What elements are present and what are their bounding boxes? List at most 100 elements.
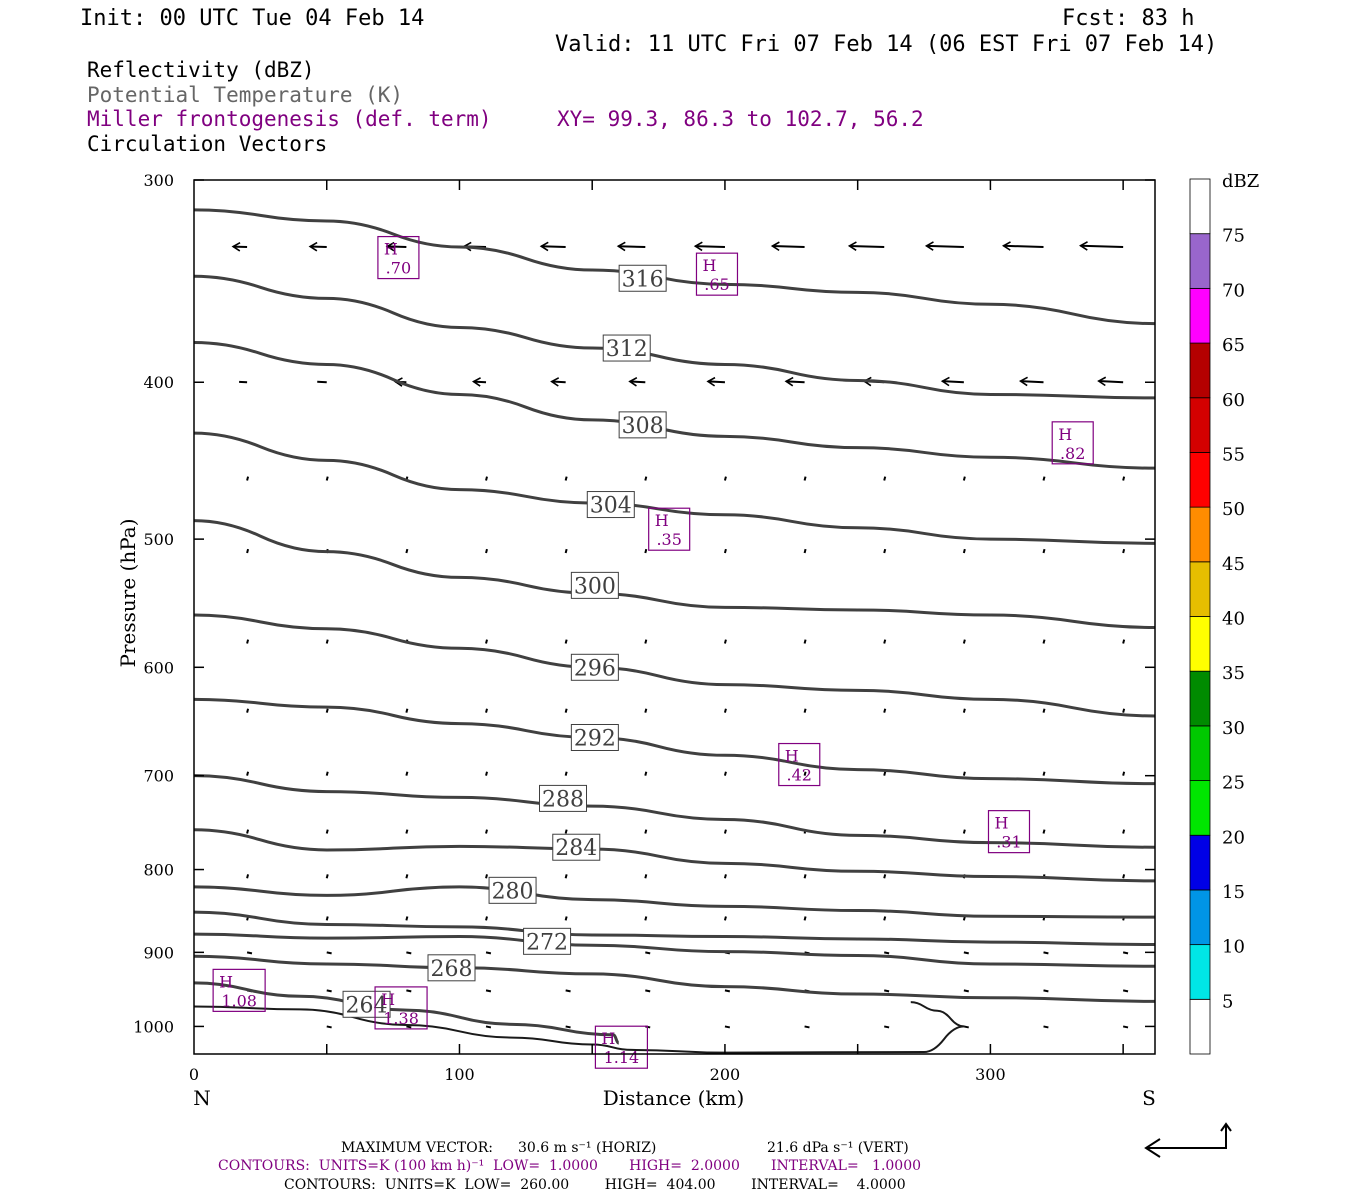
contours-frontogenesis-info: CONTOURS: UNITS=K (100 km h)⁻¹ LOW= 1.00…: [218, 1158, 922, 1174]
circulation-vector: [405, 771, 409, 776]
circulation-vector: [803, 708, 807, 713]
plot-background: [194, 180, 1155, 1054]
colorbar-label: 55: [1222, 444, 1245, 465]
colorbar-swatch: [1189, 889, 1211, 946]
circulation-vector: [1042, 639, 1046, 644]
circulation-vector: [1122, 476, 1126, 481]
frontogenesis-max-value: .82: [1060, 444, 1085, 463]
init-time: Init: 00 UTC Tue 04 Feb 14: [80, 6, 425, 31]
max-vector-vertical: 21.6 dPa s⁻¹ (VERT): [767, 1140, 909, 1156]
colorbar-swatch: [1189, 506, 1211, 563]
circulation-vector-head: [231, 241, 241, 252]
circulation-vector: [564, 829, 568, 834]
circulation-vector: [629, 380, 646, 384]
circulation-vector: [645, 951, 651, 955]
y-axis-label: Pressure (hPa): [116, 519, 140, 668]
x-axis-label: Distance (km): [603, 1086, 745, 1110]
contour-label-box: [342, 990, 391, 1018]
circulation-vector: [962, 639, 966, 644]
colorbar-swatch: [1189, 561, 1211, 617]
contour-label: 288: [542, 787, 584, 812]
y-tick-label: 300: [143, 171, 174, 190]
circulation-vector: [1003, 244, 1044, 249]
colorbar-label: 10: [1222, 937, 1245, 958]
circulation-vector-head: [539, 241, 549, 252]
cross-section-endpoints: XY= 99.3, 86.3 to 102.7, 56.2: [557, 107, 924, 131]
circulation-vector: [707, 380, 725, 384]
circulation-vector: [405, 708, 409, 713]
colorbar-swatch: [1189, 725, 1211, 781]
colorbar-label: 35: [1222, 663, 1245, 684]
circulation-vector: [723, 916, 727, 921]
frontogenesis-max-value: .65: [704, 275, 729, 294]
circulation-vector: [405, 829, 409, 834]
circulation-vector: [1122, 548, 1126, 554]
circulation-vector-head: [706, 376, 716, 387]
circulation-vector: [246, 874, 250, 879]
colorbar-label: 60: [1222, 390, 1245, 411]
circulation-vector: [1122, 639, 1126, 644]
circulation-vector: [246, 548, 250, 554]
circulation-vector: [1042, 476, 1046, 481]
circulation-vector: [485, 1025, 492, 1029]
circulation-vector: [883, 548, 887, 554]
frontogenesis-max-label: H: [1058, 425, 1072, 444]
colorbar-label: 65: [1222, 335, 1245, 356]
contour-label: 304: [590, 494, 632, 519]
contour-label: 316: [622, 267, 664, 292]
circulation-vector: [1122, 874, 1126, 879]
circulation-vector: [644, 874, 648, 879]
y-tick-label: 600: [143, 658, 174, 677]
forecast-hour: Fcst: 83 h: [1062, 6, 1195, 31]
circulation-vector: [1122, 771, 1126, 776]
contour-label-box: [427, 954, 476, 982]
frontogenesis-max-label: H: [601, 1029, 615, 1048]
max-vector-horizontal: 30.6 m s⁻¹ (HORIZ): [518, 1140, 657, 1156]
circulation-vector: [803, 874, 807, 879]
circulation-vector: [325, 708, 329, 713]
circulation-vector-head: [847, 241, 857, 251]
circulation-vector-head: [308, 241, 318, 252]
contour-label-box: [539, 784, 588, 812]
circulation-vector: [246, 829, 250, 834]
circulation-vector: [884, 951, 890, 955]
colorbar-label: 40: [1222, 609, 1245, 630]
circulation-vector-head: [471, 377, 481, 387]
contour-label-box: [570, 571, 619, 599]
circulation-vector: [645, 989, 651, 993]
circulation-vector: [618, 245, 646, 249]
circulation-vector-head: [1001, 241, 1011, 251]
circulation-vector: [326, 1025, 332, 1029]
circulation-vector: [695, 245, 725, 249]
circulation-vector: [883, 771, 887, 776]
circulation-vector: [565, 989, 571, 993]
colorbar-label: 20: [1222, 827, 1245, 848]
contour-label: 264: [346, 993, 388, 1018]
colorbar-swatch: [1189, 834, 1211, 891]
circulation-vector: [541, 245, 566, 249]
frontogenesis-max-value: 1.08: [221, 991, 257, 1010]
circulation-vector: [723, 639, 727, 644]
frontogenesis-max-box: [1051, 421, 1094, 465]
circulation-vector: [564, 548, 568, 554]
frontogenesis-max-value: .35: [656, 530, 681, 549]
circulation-vector: [962, 771, 966, 776]
colorbar-swatch: [1189, 233, 1211, 289]
theta-contour-surface: [193, 1001, 965, 1054]
colorbar-swatch: [1189, 780, 1211, 836]
theta-contour-292: [193, 697, 1156, 786]
theta-contour-296: [193, 613, 1156, 718]
circulation-vector: [786, 380, 805, 384]
circulation-vector-head: [628, 376, 638, 387]
circulation-vector-head: [940, 376, 950, 387]
circulation-vector: [723, 548, 727, 554]
circulation-vector: [644, 708, 648, 713]
frontogenesis-max-value: 1.38: [383, 1009, 419, 1028]
theta-contour-272: [193, 932, 1156, 968]
contour-label-box: [570, 653, 619, 681]
colorbar-swatch: [1189, 397, 1211, 453]
colorbar-label: 75: [1222, 226, 1245, 247]
circulation-vector: [405, 874, 409, 879]
circulation-vector: [849, 244, 885, 249]
colorbar-swatch: [1189, 998, 1211, 1055]
